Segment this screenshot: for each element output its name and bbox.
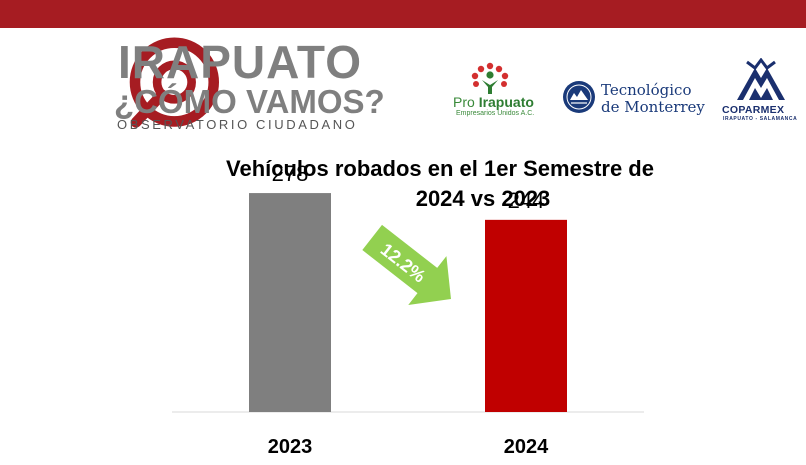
- tecnologico-line2: de Monterrey: [601, 98, 705, 116]
- bar-2023: [249, 193, 331, 412]
- category-label-2024: 2024: [504, 436, 549, 458]
- pro-irapuato-subtitle: Empresarios Unidos A.C.: [456, 110, 535, 117]
- tecnologico-line1: Tecnológico: [601, 81, 692, 99]
- change-arrow-icon: 12.2%: [362, 224, 451, 305]
- logo-title: IRAPUATO: [118, 36, 362, 88]
- top-banner: [0, 0, 806, 28]
- coparmex-subtitle: IRAPUATO - SALAMANCA: [723, 116, 798, 122]
- coparmex-logo-icon: [737, 58, 785, 100]
- logo-subtitle: ¿CÓMO VAMOS?: [114, 83, 385, 120]
- pro-irapuato-name-a: Pro: [453, 94, 479, 110]
- tecnologico-logo-icon: [563, 81, 595, 113]
- bar-2024: [485, 219, 567, 412]
- category-label-2023: 2023: [268, 436, 313, 458]
- value-label-2023: 278: [272, 161, 309, 186]
- tecnologico-name: Tecnológico de Monterrey: [601, 82, 705, 116]
- logo-tagline: OBSERVATORIO CIUDADANO: [117, 117, 358, 132]
- chart-title: Vehículos robados en el 1er Semestre de …: [200, 154, 680, 214]
- pro-irapuato-logo-icon: [471, 62, 509, 94]
- value-label-2024: 244: [508, 188, 545, 213]
- coparmex-name: COPARMEX: [722, 104, 785, 116]
- chart-title-line2: 2024 vs 2023: [415, 186, 551, 211]
- pro-irapuato-name-b: Irapuato: [478, 94, 534, 110]
- chart-title-line1: Vehículos robados en el 1er Semestre de: [226, 156, 654, 181]
- irapuato-logo-icon: [129, 37, 219, 128]
- pro-irapuato-name: Pro Irapuato: [453, 94, 534, 110]
